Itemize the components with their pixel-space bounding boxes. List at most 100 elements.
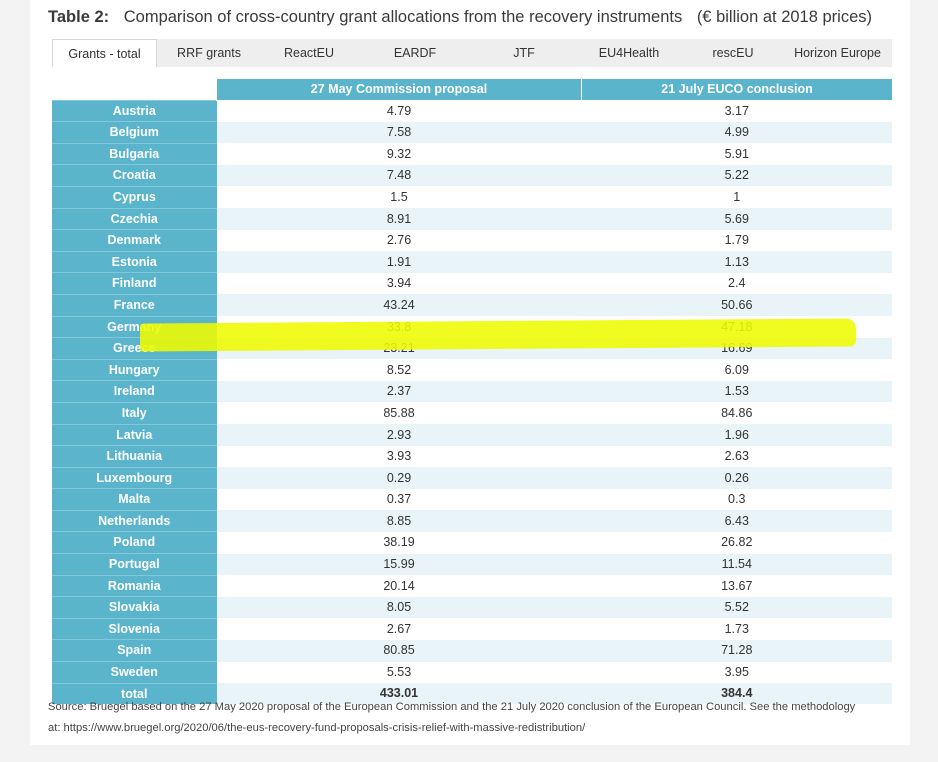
table-row: Spain 80.85 71.28	[52, 639, 892, 662]
conclusion-value: 2.4	[581, 272, 892, 295]
table-body: Austria 4.79 3.17 Belgium 7.58 4.99 Bulgaria 9.…	[52, 99, 892, 705]
table-row: Greece 23.21 16.69	[52, 337, 892, 360]
proposal-value: 33.8	[216, 316, 582, 338]
country-cell: Spain	[52, 639, 217, 662]
conclusion-value: 1.73	[581, 618, 892, 640]
table-row: Poland 38.19 26.82	[52, 531, 892, 554]
proposal-value: 0.29	[216, 467, 582, 489]
country-cell: Denmark	[52, 229, 217, 252]
country-cell: Croatia	[52, 164, 217, 187]
country-cell: Ireland	[52, 380, 217, 403]
table-row: Luxembourg 0.29 0.26	[52, 466, 892, 489]
country-cell: Bulgaria	[52, 142, 217, 165]
table-row: Czechia 8.91 5.69	[52, 207, 892, 230]
tab-reacteu[interactable]: ReactEU	[283, 46, 335, 60]
header-proposal: 27 May Commission proposal	[216, 79, 582, 101]
tab-grants-total[interactable]: Grants - total	[52, 39, 157, 67]
tab-rrf-grants[interactable]: RRF grants	[177, 46, 241, 60]
table-row: Cyprus 1.5 1	[52, 185, 892, 209]
table-row: France 43.24 50.66	[52, 293, 892, 317]
table-row: Hungary 8.52 6.09	[52, 358, 892, 381]
table-row: Finland 3.94 2.4	[52, 272, 892, 295]
conclusion-value: 0.26	[581, 467, 892, 489]
table-corner	[52, 79, 217, 100]
table-header-row: 27 May Commission proposal 21 July EUCO …	[52, 79, 892, 101]
proposal-value: 1.91	[216, 251, 582, 273]
table-row: Latvia 2.93 1.96	[52, 423, 892, 446]
conclusion-value: 47.18	[581, 316, 892, 338]
country-cell: total	[52, 682, 217, 705]
proposal-value: 80.85	[216, 639, 582, 662]
proposal-value: 23.21	[216, 337, 582, 360]
proposal-value: 2.76	[216, 229, 582, 252]
conclusion-value: 5.52	[581, 596, 892, 619]
proposal-value: 4.79	[216, 100, 582, 122]
conclusion-value: 26.82	[581, 531, 892, 554]
table-row: Estonia 1.91 1.13	[52, 250, 892, 273]
tab-horizon-europe[interactable]: Horizon Europe	[794, 46, 881, 60]
conclusion-value: 13.67	[581, 575, 892, 597]
table-row: Romania 20.14 13.67	[52, 574, 892, 597]
conclusion-value: 1	[581, 186, 892, 209]
table-row: total 433.01 384.4	[52, 682, 892, 705]
tab-resceu[interactable]: rescEU	[712, 46, 754, 60]
table-title: Table 2: Comparison of cross-country gra…	[48, 8, 872, 27]
proposal-value: 38.19	[216, 531, 582, 554]
conclusion-value: 5.69	[581, 208, 892, 230]
table-title-label: Table 2:	[48, 8, 110, 26]
source-line-1: Source: Bruegel based on the 27 May 2020…	[48, 701, 856, 713]
table-row: Germany 33.8 47.18	[52, 315, 892, 338]
proposal-value: 2.67	[216, 618, 582, 640]
country-cell: Greece	[52, 337, 217, 360]
country-cell: Estonia	[52, 250, 217, 273]
header-conclusion: 21 July EUCO conclusion	[581, 79, 892, 101]
table-row: Slovenia 2.67 1.73	[52, 617, 892, 640]
country-cell: Latvia	[52, 423, 217, 446]
proposal-value: 2.37	[216, 380, 582, 403]
conclusion-value: 1.13	[581, 251, 892, 273]
conclusion-value: 1.96	[581, 424, 892, 446]
conclusion-value: 71.28	[581, 639, 892, 662]
table-row: Malta 0.37 0.3	[52, 488, 892, 511]
country-cell: Hungary	[52, 358, 217, 381]
table-row: Bulgaria 9.32 5.91	[52, 142, 892, 165]
tab-jtf[interactable]: JTF	[513, 46, 535, 60]
proposal-value: 9.32	[216, 143, 582, 165]
conclusion-value: 3.17	[581, 100, 892, 122]
proposal-value: 43.24	[216, 294, 582, 317]
proposal-value: 0.37	[216, 488, 582, 511]
tab-eardf[interactable]: EARDF	[393, 46, 437, 60]
table-row: Ireland 2.37 1.53	[52, 380, 892, 403]
proposal-value: 2.93	[216, 424, 582, 446]
content-card: Table 2: Comparison of cross-country gra…	[30, 0, 910, 745]
source-line-2: at: https://www.bruegel.org/2020/06/the-…	[48, 722, 586, 734]
country-cell: Sweden	[52, 661, 217, 684]
country-cell: Austria	[52, 99, 217, 122]
table-title-unit: (€ billion at 2018 prices)	[696, 8, 872, 26]
conclusion-value: 50.66	[581, 294, 892, 317]
table-row: Denmark 2.76 1.79	[52, 229, 892, 252]
conclusion-value: 5.22	[581, 164, 892, 187]
table-row: Austria 4.79 3.17	[52, 99, 892, 122]
table-row: Italy 85.88 84.86	[52, 401, 892, 424]
table-row: Sweden 5.53 3.95	[52, 661, 892, 684]
proposal-value: 3.93	[216, 445, 582, 468]
conclusion-value: 3.95	[581, 661, 892, 684]
proposal-value: 7.58	[216, 121, 582, 144]
proposal-value: 15.99	[216, 553, 582, 576]
table-row: Netherlands 8.85 6.43	[52, 509, 892, 532]
proposal-value: 8.85	[216, 510, 582, 532]
table-title-text: Comparison of cross-country grant alloca…	[123, 8, 683, 26]
proposal-value: 1.5	[216, 186, 582, 209]
tab-eu4health[interactable]: EU4Health	[598, 46, 660, 60]
country-cell: Slovenia	[52, 617, 217, 640]
country-cell: Luxembourg	[52, 466, 217, 489]
conclusion-value: 1.79	[581, 229, 892, 252]
conclusion-value: 1.53	[581, 380, 892, 403]
conclusion-value: 16.69	[581, 337, 892, 360]
country-cell: Belgium	[52, 121, 217, 144]
conclusion-value: 384.4	[581, 683, 892, 705]
conclusion-value: 6.43	[581, 510, 892, 532]
conclusion-value: 11.54	[581, 553, 892, 576]
proposal-value: 7.48	[216, 164, 582, 187]
